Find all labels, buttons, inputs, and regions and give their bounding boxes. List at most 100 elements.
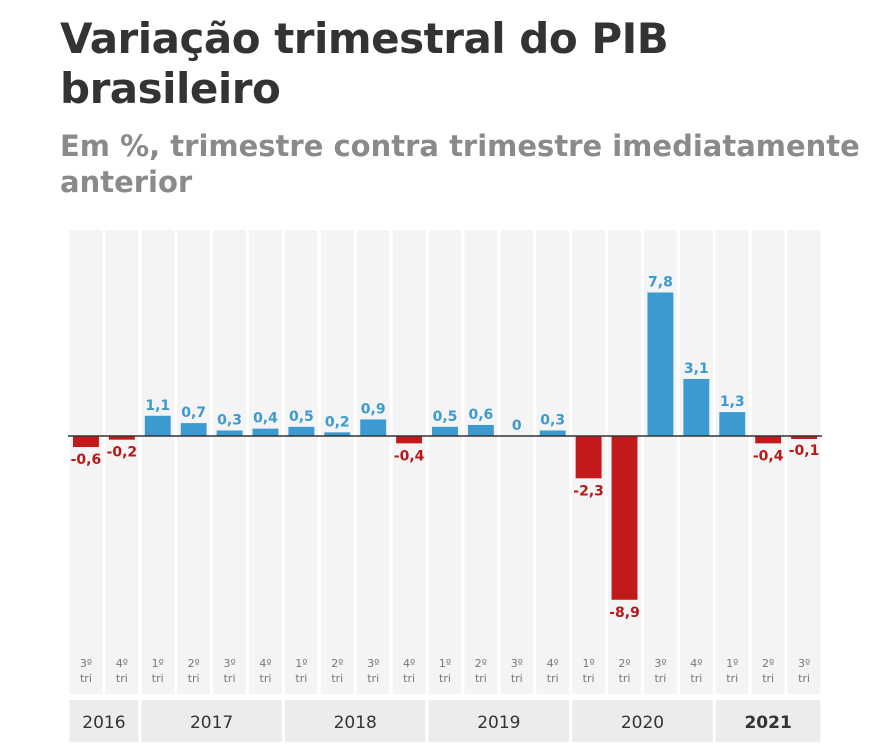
tick-label-quarter: 3º bbox=[654, 657, 666, 670]
column-band bbox=[751, 230, 785, 694]
bar bbox=[539, 430, 566, 436]
column-band bbox=[428, 230, 462, 694]
value-label: -8,9 bbox=[609, 605, 640, 621]
value-label: 0,5 bbox=[433, 409, 458, 425]
chart-subtitle: Em %, trimestre contra trimestre imediat… bbox=[60, 129, 860, 199]
tick-label-quarter: 1º bbox=[295, 657, 307, 670]
value-label: 0 bbox=[512, 418, 522, 434]
tick-label-quarter: 1º bbox=[152, 657, 164, 670]
year-label: 2016 bbox=[82, 713, 125, 733]
column-band bbox=[679, 230, 713, 694]
bar bbox=[611, 436, 638, 600]
tick-label-tri: tri bbox=[152, 672, 164, 685]
bar bbox=[360, 419, 387, 436]
value-label: 1,3 bbox=[720, 394, 745, 410]
tick-label-tri: tri bbox=[224, 672, 236, 685]
year-band bbox=[284, 700, 426, 742]
tick-label-tri: tri bbox=[116, 672, 128, 685]
value-label: -0,2 bbox=[107, 445, 138, 461]
bar bbox=[575, 436, 602, 479]
value-label: 0,3 bbox=[217, 412, 242, 428]
tick-label-tri: tri bbox=[654, 672, 666, 685]
column-band bbox=[715, 230, 749, 694]
value-label: -0,4 bbox=[394, 448, 425, 464]
column-band bbox=[356, 230, 390, 694]
bar bbox=[144, 415, 171, 436]
tick-label-tri: tri bbox=[439, 672, 451, 685]
year-band bbox=[69, 700, 139, 742]
tick-label-tri: tri bbox=[583, 672, 595, 685]
tick-label-quarter: 2º bbox=[188, 657, 200, 670]
tick-label-tri: tri bbox=[260, 672, 272, 685]
bar bbox=[396, 436, 423, 444]
value-label: -0,6 bbox=[71, 452, 102, 468]
year-label: 2017 bbox=[190, 713, 233, 733]
value-label: 0,9 bbox=[361, 401, 386, 417]
bar bbox=[467, 424, 494, 436]
bar bbox=[432, 426, 458, 436]
column-band bbox=[69, 230, 103, 694]
bar bbox=[324, 432, 351, 436]
tick-label-tri: tri bbox=[403, 672, 415, 685]
bar bbox=[73, 436, 99, 448]
tick-label-quarter: 3º bbox=[80, 657, 92, 670]
column-band bbox=[213, 230, 247, 694]
tick-label-tri: tri bbox=[511, 672, 523, 685]
column-band bbox=[500, 230, 534, 694]
column-band bbox=[787, 230, 821, 694]
tick-label-quarter: 4º bbox=[259, 657, 271, 670]
bar bbox=[719, 412, 746, 436]
column-band bbox=[105, 230, 139, 694]
tick-label-tri: tri bbox=[80, 672, 92, 685]
column-band bbox=[464, 230, 498, 694]
value-label: -0,4 bbox=[753, 448, 784, 464]
bar bbox=[180, 423, 207, 436]
tick-label-quarter: 1º bbox=[439, 657, 451, 670]
tick-label-quarter: 3º bbox=[223, 657, 235, 670]
value-label: 3,1 bbox=[684, 361, 709, 377]
tick-label-quarter: 3º bbox=[367, 657, 379, 670]
bars bbox=[73, 292, 817, 600]
value-label: 0,3 bbox=[540, 412, 565, 428]
column-band bbox=[392, 230, 426, 694]
bar bbox=[791, 436, 817, 439]
value-label: 0,4 bbox=[253, 411, 278, 427]
year-label: 2018 bbox=[334, 713, 377, 733]
tick-label-tri: tri bbox=[331, 672, 343, 685]
tick-label-tri: tri bbox=[547, 672, 559, 685]
tick-label-quarter: 2º bbox=[475, 657, 487, 670]
bar bbox=[683, 378, 710, 436]
value-labels: -0,6 -0,2 1,1 0,7 0,3 0,4 0,5 0,2 0,9 -0,4 0,5 0,6 0… bbox=[71, 274, 820, 620]
value-label: 0,2 bbox=[325, 414, 350, 430]
tick-label-quarter: 1º bbox=[583, 657, 595, 670]
tick-label-tri: tri bbox=[798, 672, 810, 685]
bar bbox=[108, 436, 135, 440]
quarter-tick-labels: 3º tri 4º tri 1º tri 2º tri 3º tri 4º tri 1º tri 2º tri… bbox=[80, 657, 810, 685]
year-label: 2021 bbox=[744, 713, 791, 733]
tick-label-tri: tri bbox=[295, 672, 307, 685]
value-label: 0,7 bbox=[181, 405, 206, 421]
column-band bbox=[284, 230, 318, 694]
value-label: 1,1 bbox=[145, 398, 170, 414]
tick-label-quarter: 1º bbox=[726, 657, 738, 670]
value-label: 7,8 bbox=[648, 274, 673, 290]
year-label: 2020 bbox=[621, 713, 664, 733]
column-band bbox=[177, 230, 211, 694]
value-label: -2,3 bbox=[573, 483, 604, 499]
bar bbox=[755, 436, 782, 444]
tick-label-tri: tri bbox=[367, 672, 379, 685]
tick-label-tri: tri bbox=[188, 672, 200, 685]
tick-label-quarter: 4º bbox=[690, 657, 702, 670]
tick-label-quarter: 3º bbox=[511, 657, 523, 670]
year-band bbox=[572, 700, 713, 742]
tick-label-quarter: 2º bbox=[762, 657, 774, 670]
value-label: 0,6 bbox=[468, 407, 493, 423]
column-bands bbox=[69, 230, 821, 694]
chart-title: Variação trimestral do PIB brasileiro bbox=[60, 14, 669, 113]
tick-label-tri: tri bbox=[619, 672, 631, 685]
bar bbox=[647, 292, 674, 436]
year-band bbox=[715, 700, 821, 742]
tick-label-tri: tri bbox=[475, 672, 487, 685]
year-band bbox=[141, 700, 282, 742]
